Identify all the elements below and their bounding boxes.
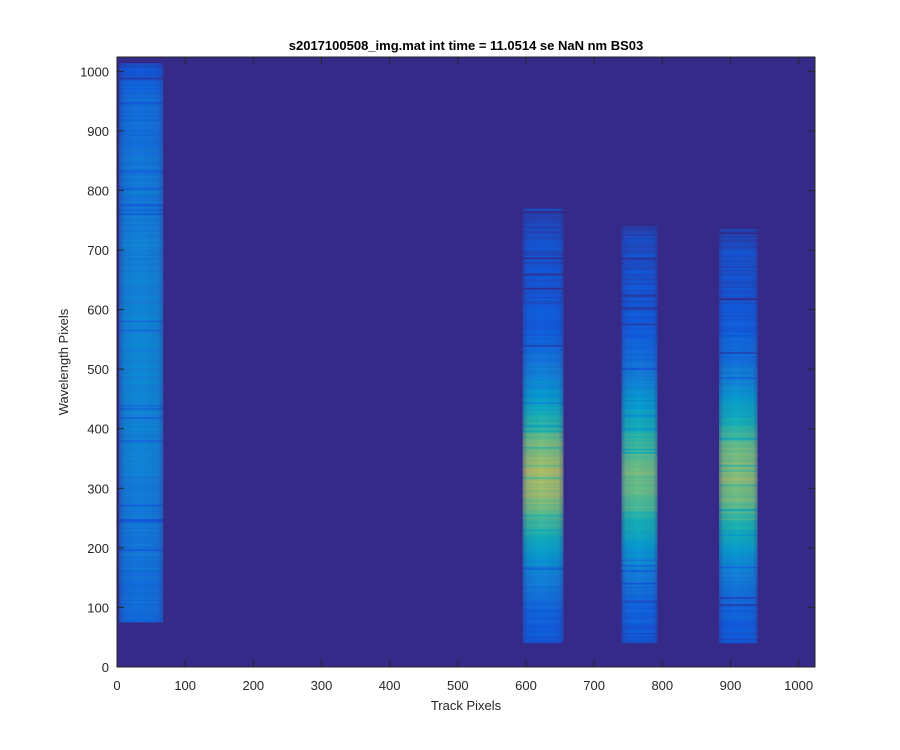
x-tick-label: 1000 — [784, 678, 813, 693]
x-axis-label: Track Pixels — [431, 698, 502, 713]
x-axis: 0 100 200 300 400 500 600 700 800 900 1000 — [113, 57, 813, 693]
y-axis-label: Wavelength Pixels — [56, 308, 71, 415]
y-tick-label: 400 — [87, 422, 109, 437]
y-tick-label: 0 — [102, 660, 109, 675]
x-tick-label: 700 — [583, 678, 605, 693]
x-tick-label: 900 — [720, 678, 742, 693]
y-tick-label: 1000 — [80, 64, 109, 79]
x-tick-label: 600 — [515, 678, 537, 693]
y-tick-label: 700 — [87, 243, 109, 258]
y-tick-label: 200 — [87, 541, 109, 556]
y-axis: 0 100 200 300 400 500 600 700 800 900 1000 — [80, 64, 815, 675]
y-tick-label: 800 — [87, 183, 109, 198]
x-tick-label: 0 — [113, 678, 120, 693]
x-tick-label: 500 — [447, 678, 469, 693]
chart-title: s2017100508_img.mat int time = 11.0514 s… — [289, 38, 643, 53]
track-stripe — [621, 224, 658, 644]
x-tick-label: 300 — [311, 678, 333, 693]
y-tick-label: 500 — [87, 362, 109, 377]
track-stripe — [718, 228, 758, 644]
y-tick-label: 900 — [87, 124, 109, 139]
y-tick-label: 100 — [87, 600, 109, 615]
x-tick-label: 800 — [651, 678, 673, 693]
track-stripe — [119, 61, 164, 623]
x-tick-label: 400 — [379, 678, 401, 693]
axes-frame — [116, 56, 816, 668]
plot-area — [116, 56, 816, 668]
y-tick-label: 600 — [87, 303, 109, 318]
x-tick-label: 200 — [242, 678, 264, 693]
track-stripe — [522, 207, 564, 644]
plot-background — [117, 57, 815, 667]
x-tick-label: 100 — [174, 678, 196, 693]
y-tick-label: 300 — [87, 481, 109, 496]
track-stripes — [119, 61, 758, 644]
